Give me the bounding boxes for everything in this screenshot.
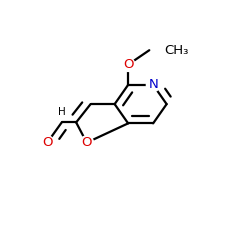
Text: O: O (82, 136, 92, 149)
Text: CH₃: CH₃ (165, 44, 189, 57)
Text: O: O (42, 136, 52, 149)
Circle shape (121, 58, 135, 71)
Text: O: O (123, 58, 134, 71)
Circle shape (80, 136, 94, 149)
Text: N: N (148, 78, 158, 91)
Circle shape (40, 136, 54, 149)
Text: H: H (58, 107, 66, 117)
Circle shape (146, 78, 160, 92)
